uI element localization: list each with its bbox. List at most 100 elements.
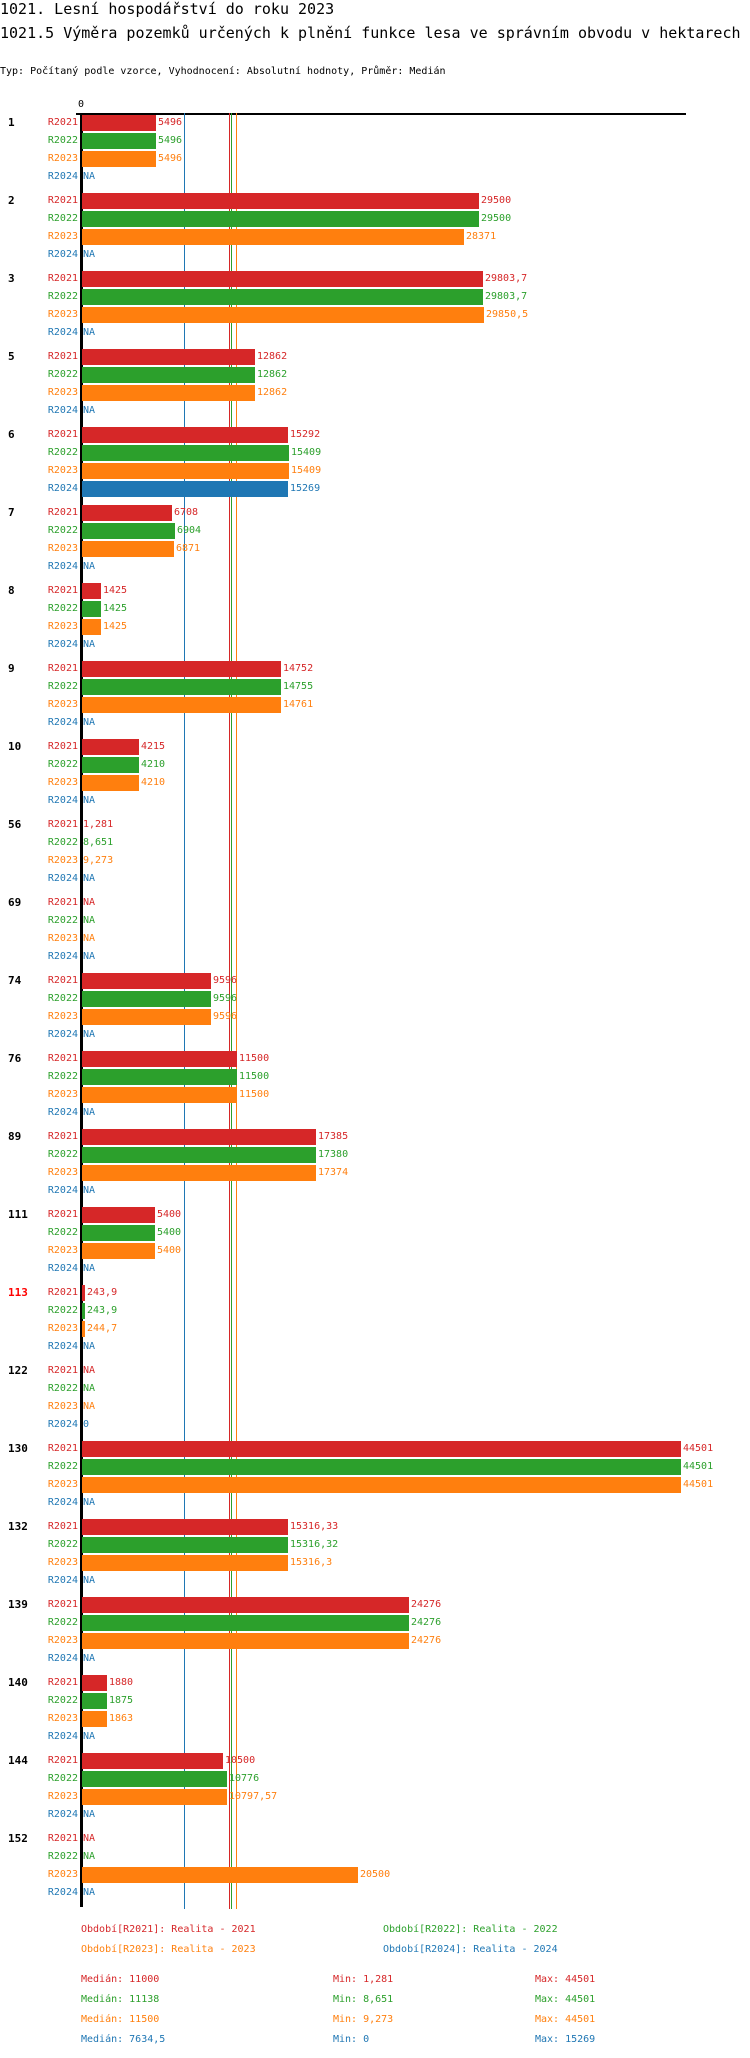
bar — [82, 271, 483, 287]
value-label: 9596 — [213, 975, 238, 986]
category-label: 2 — [8, 194, 15, 207]
value-label: 12862 — [257, 351, 288, 362]
value-label: 1880 — [109, 1677, 134, 1688]
series-label: R2023 — [47, 543, 78, 554]
series-label: R2023 — [47, 465, 78, 476]
series-label: R2024 — [47, 951, 78, 962]
bar — [82, 289, 483, 305]
bar — [82, 505, 172, 521]
value-label: 9,273 — [83, 855, 114, 866]
bar — [82, 1087, 237, 1103]
chart-title: 1021.5 Výměra pozemků určených k plnění … — [0, 24, 741, 42]
series-label: R2022 — [47, 213, 78, 224]
median-line-R2023 — [236, 113, 237, 1909]
max-stat: Max: 44501 — [535, 1974, 596, 1985]
series-label: R2023 — [47, 1245, 78, 1256]
value-label: 5400 — [157, 1227, 182, 1238]
series-label: R2021 — [47, 273, 78, 284]
min-stat: Min: 0 — [333, 2034, 370, 2045]
bar — [82, 367, 255, 383]
min-stat: Min: 9,273 — [333, 2014, 394, 2025]
series-label: R2024 — [47, 483, 78, 494]
bar — [82, 1051, 237, 1067]
series-label: R2024 — [47, 1029, 78, 1040]
value-label: NA — [83, 1731, 96, 1742]
page-title: 1021. Lesní hospodářství do roku 2023 — [0, 0, 335, 18]
category-label: 7 — [8, 506, 15, 519]
bar — [82, 619, 101, 635]
category-label: 132 — [8, 1520, 28, 1533]
series-label: R2021 — [47, 975, 78, 986]
series-label: R2021 — [47, 1131, 78, 1142]
series-label: R2023 — [47, 153, 78, 164]
bar — [82, 679, 281, 695]
series-label: R2021 — [47, 117, 78, 128]
value-label: NA — [83, 327, 96, 338]
series-label: R2021 — [47, 1365, 78, 1376]
category-label: 1 — [8, 116, 15, 129]
value-label: 1425 — [103, 621, 128, 632]
value-label: 44501 — [683, 1461, 714, 1472]
median-stat: Medián: 11500 — [81, 2014, 160, 2025]
series-label: R2021 — [47, 741, 78, 752]
value-label: 24276 — [411, 1635, 442, 1646]
bar — [82, 115, 156, 131]
value-label: 5496 — [158, 153, 183, 164]
bar — [82, 1009, 211, 1025]
value-label: NA — [83, 405, 96, 416]
bar — [82, 1441, 681, 1457]
value-label: 5400 — [157, 1245, 182, 1256]
bar — [82, 229, 464, 245]
value-label: 17374 — [318, 1167, 349, 1178]
series-label: R2024 — [47, 1263, 78, 1274]
bar — [82, 481, 288, 497]
value-label: NA — [83, 1185, 96, 1196]
value-label: NA — [83, 1365, 96, 1376]
category-label: 6 — [8, 428, 15, 441]
x-axis-line — [76, 113, 686, 115]
series-label: R2024 — [47, 561, 78, 572]
value-label: NA — [83, 1653, 96, 1664]
series-label: R2023 — [47, 1479, 78, 1490]
series-label: R2024 — [47, 1887, 78, 1898]
bar — [82, 1693, 107, 1709]
bar — [82, 211, 479, 227]
series-label: R2023 — [47, 621, 78, 632]
series-label: R2024 — [47, 717, 78, 728]
series-label: R2021 — [47, 1443, 78, 1454]
value-label: 4215 — [141, 741, 166, 752]
series-label: R2022 — [47, 369, 78, 380]
series-label: R2021 — [47, 663, 78, 674]
series-label: R2024 — [47, 249, 78, 260]
series-label: R2021 — [47, 585, 78, 596]
bar — [82, 1555, 288, 1571]
value-label: 29850,5 — [486, 309, 529, 320]
bar — [82, 991, 211, 1007]
category-label: 111 — [8, 1208, 28, 1221]
bar — [82, 541, 174, 557]
series-label: R2023 — [47, 1791, 78, 1802]
value-label: 1875 — [109, 1695, 134, 1706]
value-label: NA — [83, 915, 96, 926]
value-label: NA — [83, 933, 96, 944]
bar — [82, 1597, 409, 1613]
value-label: 1863 — [109, 1713, 134, 1724]
bar — [82, 1321, 85, 1337]
category-label: 9 — [8, 662, 15, 675]
value-label: 6708 — [174, 507, 199, 518]
bar — [82, 1069, 237, 1085]
value-label: NA — [83, 1851, 96, 1862]
series-label: R2022 — [47, 837, 78, 848]
bar — [82, 1165, 316, 1181]
series-label: R2024 — [47, 1575, 78, 1586]
bar — [82, 385, 255, 401]
bar — [82, 349, 255, 365]
value-label: NA — [83, 1401, 96, 1412]
median-stat: Medián: 7634,5 — [81, 2034, 166, 2045]
chart-meta: Typ: Počítaný podle vzorce, Vyhodnocení:… — [0, 66, 446, 77]
value-label: NA — [83, 1383, 96, 1394]
category-label: 152 — [8, 1832, 28, 1845]
value-label: 15409 — [291, 465, 322, 476]
value-label: 244,7 — [87, 1323, 118, 1334]
series-label: R2023 — [47, 1089, 78, 1100]
